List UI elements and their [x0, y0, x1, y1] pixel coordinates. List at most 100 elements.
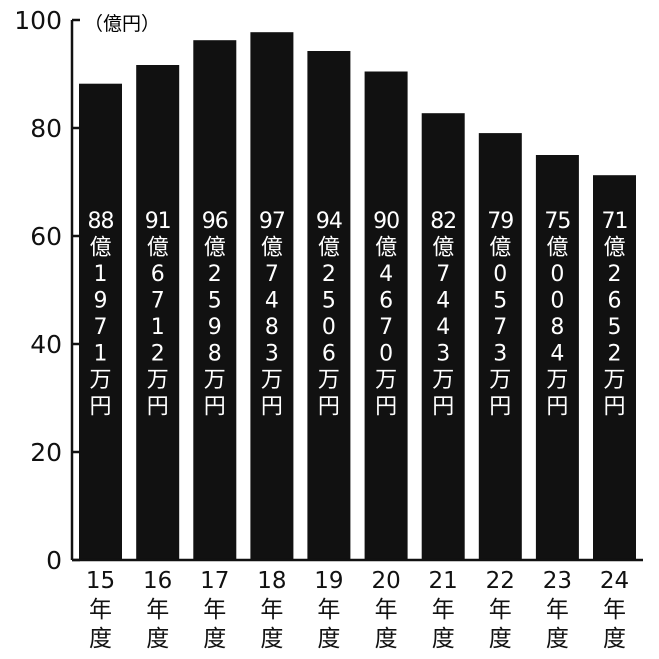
bar-value-label: 79 — [487, 209, 513, 234]
bar-value-label: 5 — [493, 289, 507, 314]
bar-value-label: 7 — [94, 315, 108, 340]
bar-value-label: 88 — [88, 209, 114, 234]
bar-value-label: 億 — [204, 236, 226, 261]
x-tick-label: 年 — [432, 597, 455, 623]
x-tick-label: 22 — [486, 568, 515, 594]
bar-value-label: 円 — [546, 395, 568, 420]
x-tick-label: 度 — [603, 626, 626, 652]
bar-value-label: 71 — [602, 209, 628, 234]
bar-value-label: 万 — [204, 368, 226, 393]
bar-value-label: 1 — [94, 342, 108, 367]
bar-value-label: 5 — [322, 289, 336, 314]
bar-value-label: 万 — [375, 368, 397, 393]
y-tick-label: 60 — [30, 222, 62, 251]
bar-value-label: 90 — [373, 209, 399, 234]
y-tick-label: 80 — [30, 114, 62, 143]
bar-value-label: 2 — [151, 342, 165, 367]
bar-value-label: 円 — [147, 395, 169, 420]
bar — [307, 51, 351, 560]
x-tick-label: 年 — [317, 597, 340, 623]
bar-value-label: 2 — [608, 262, 622, 287]
bar-value-label: 円 — [432, 395, 454, 420]
bar-value-label: 4 — [436, 315, 450, 340]
bar-value-label: 万 — [432, 368, 454, 393]
bar-value-label: 円 — [375, 395, 397, 420]
x-tick-label: 20 — [371, 568, 400, 594]
bar — [421, 113, 465, 560]
bar-value-label: 9 — [208, 315, 222, 340]
bar-value-label: 6 — [151, 262, 165, 287]
x-tick-label: 15 — [86, 568, 115, 594]
bar — [136, 65, 180, 560]
x-tick-label: 19 — [314, 568, 343, 594]
bar-value-label: 円 — [204, 395, 226, 420]
bar-value-label: 0 — [493, 262, 507, 287]
bar-value-label: 82 — [430, 209, 456, 234]
bar-value-label: 0 — [322, 315, 336, 340]
bar-value-label: 0 — [550, 289, 564, 314]
bar-value-label: 6 — [322, 342, 336, 367]
bar-value-label: 万 — [261, 368, 283, 393]
bar-value-label: 3 — [493, 342, 507, 367]
bar-value-label: 6 — [379, 289, 393, 314]
bar-value-label: 億 — [89, 236, 111, 261]
bar-value-label: 億 — [603, 236, 625, 261]
x-tick-label: 17 — [200, 568, 229, 594]
x-tick-label: 年 — [603, 597, 626, 623]
bar-value-label: 円 — [603, 395, 625, 420]
bar-value-label: 万 — [89, 368, 111, 393]
bar-value-label: 8 — [265, 315, 279, 340]
axes: 02040608010015年度16年度17年度18年度19年度20年度21年度… — [14, 6, 643, 652]
bar-value-label: 3 — [436, 342, 450, 367]
x-tick-label: 度 — [546, 626, 569, 652]
y-tick-label: 100 — [14, 6, 62, 35]
bar-value-label: 億 — [489, 236, 511, 261]
bar-value-label: 91 — [145, 209, 171, 234]
bar-value-label: 2 — [322, 262, 336, 287]
x-tick-label: 度 — [146, 626, 169, 652]
x-tick-label: 年 — [89, 597, 112, 623]
bar-value-label: 億 — [375, 236, 397, 261]
bar-value-label: 0 — [379, 342, 393, 367]
bar-value-label: 億 — [546, 236, 568, 261]
bar — [364, 71, 408, 560]
x-tick-label: 年 — [146, 597, 169, 623]
bar-value-label: 万 — [147, 368, 169, 393]
bar-value-label: 円 — [489, 395, 511, 420]
x-tick-label: 21 — [429, 568, 458, 594]
x-tick-label: 度 — [375, 626, 398, 652]
bars — [79, 32, 636, 560]
bar-value-label: 8 — [550, 315, 564, 340]
bar-value-label: 4 — [379, 262, 393, 287]
data-labels: 88億1971万円91億6712万円96億2598万円97億7483万円94億2… — [88, 209, 629, 420]
x-tick-label: 年 — [375, 597, 398, 623]
bar-value-label: 1 — [151, 315, 165, 340]
bar-value-label: 75 — [544, 209, 570, 234]
bar-value-label: 万 — [489, 368, 511, 393]
x-tick-label: 16 — [143, 568, 172, 594]
x-tick-label: 23 — [543, 568, 572, 594]
x-tick-label: 年 — [546, 597, 569, 623]
bar-value-label: 7 — [379, 315, 393, 340]
bar-value-label: 3 — [265, 342, 279, 367]
x-tick-label: 度 — [489, 626, 512, 652]
x-tick-label: 24 — [600, 568, 629, 594]
x-tick-label: 度 — [203, 626, 226, 652]
y-tick-label: 0 — [46, 546, 62, 575]
x-tick-label: 18 — [257, 568, 286, 594]
bar — [535, 155, 579, 560]
bar-value-label: 7 — [151, 289, 165, 314]
bar-value-label: 円 — [89, 395, 111, 420]
bar-value-label: 万 — [546, 368, 568, 393]
bar-value-label: 2 — [208, 262, 222, 287]
x-tick-label: 年 — [260, 597, 283, 623]
x-tick-label: 度 — [260, 626, 283, 652]
bar-value-label: 億 — [261, 236, 283, 261]
bar-value-label: 円 — [318, 395, 340, 420]
bar-value-label: 9 — [94, 289, 108, 314]
bar-value-label: 7 — [436, 262, 450, 287]
bar-value-label: 4 — [265, 289, 279, 314]
bar-value-label: 万 — [318, 368, 340, 393]
y-axis-unit-label: （億円） — [84, 13, 160, 35]
x-tick-label: 度 — [432, 626, 455, 652]
